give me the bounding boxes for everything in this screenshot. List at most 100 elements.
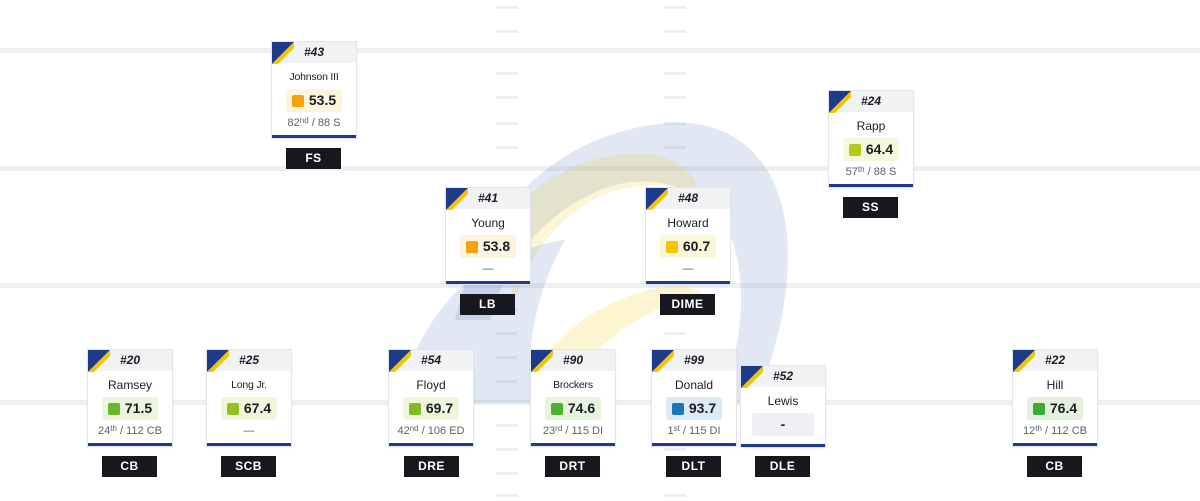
grade-swatch-icon <box>550 402 563 415</box>
hash-mark <box>664 448 686 451</box>
position-label: DLE <box>755 456 810 477</box>
grade-value: 53.8 <box>482 238 511 254</box>
grade-value: 60.7 <box>682 238 711 254</box>
jersey-number: #24 <box>860 94 882 108</box>
hash-mark <box>664 146 686 149</box>
position-rank: 12th / 112 CB <box>1023 424 1087 437</box>
player-card[interactable]: #90 Brockers 74.6 23rd / 115 DI <box>531 350 615 446</box>
jersey-number: #43 <box>303 45 325 59</box>
player-grade: 67.4 <box>220 397 278 420</box>
jersey-number: #20 <box>119 353 141 367</box>
position-label: CB <box>102 456 157 477</box>
position-rank: — <box>482 263 494 275</box>
team-corner-badge-icon <box>531 350 553 372</box>
player-name: Hill <box>1046 378 1064 392</box>
position-label: SCB <box>221 456 276 477</box>
grade-value: - <box>780 416 786 432</box>
jersey-number: #52 <box>772 369 794 383</box>
grade-value: 53.5 <box>308 92 337 108</box>
yard-line <box>0 48 1200 53</box>
jersey-number: #25 <box>238 353 260 367</box>
yard-line <box>0 166 1200 171</box>
hash-mark <box>496 472 518 475</box>
hash-mark <box>496 494 518 497</box>
hash-mark <box>496 380 518 383</box>
position-rank: — <box>243 425 255 437</box>
player-grade: 93.7 <box>665 397 723 420</box>
grade-swatch-icon <box>107 402 120 415</box>
grade-swatch-icon <box>671 402 684 415</box>
grade-swatch-icon <box>1032 402 1045 415</box>
position-label: LB <box>460 294 515 315</box>
team-corner-badge-icon <box>652 350 674 372</box>
position-rank: 42nd / 106 ED <box>397 424 465 437</box>
player-name: Howard <box>667 216 709 230</box>
hash-mark <box>496 356 518 359</box>
player-card[interactable]: #54 Floyd 69.7 42nd / 106 ED <box>389 350 473 446</box>
grade-swatch-icon <box>465 240 478 253</box>
player-grade: 53.8 <box>459 235 517 258</box>
grade-swatch-icon <box>665 240 678 253</box>
grade-value: 64.4 <box>865 141 894 157</box>
hash-mark <box>496 6 518 9</box>
yard-line <box>0 283 1200 288</box>
player-card[interactable]: #25 Long Jr. 67.4 — <box>207 350 291 446</box>
hash-mark <box>496 424 518 427</box>
grade-value: 71.5 <box>124 400 153 416</box>
grade-value: 74.6 <box>567 400 596 416</box>
player-card[interactable]: #22 Hill 76.4 12th / 112 CB <box>1013 350 1097 446</box>
jersey-number: #54 <box>420 353 442 367</box>
position-label: DRT <box>545 456 600 477</box>
player-card[interactable]: #20 Ramsey 71.5 24th / 112 CB <box>88 350 172 446</box>
grade-value: 76.4 <box>1049 400 1078 416</box>
position-label: CB <box>1027 456 1082 477</box>
player-name: Donald <box>674 378 714 392</box>
team-corner-badge-icon <box>207 350 229 372</box>
position-label: SS <box>843 197 898 218</box>
player-card[interactable]: #99 Donald 93.7 1st / 115 DI <box>652 350 736 446</box>
position-rank: 57th / 88 S <box>845 165 897 178</box>
grade-swatch-icon <box>848 143 861 156</box>
player-name: Ramsey <box>107 378 152 392</box>
player-name: Long Jr. <box>231 379 267 391</box>
hash-mark <box>664 6 686 9</box>
jersey-number: #41 <box>477 191 499 205</box>
team-corner-badge-icon <box>829 91 851 113</box>
player-card[interactable]: #52 Lewis - <box>741 366 825 447</box>
hash-mark <box>496 448 518 451</box>
team-corner-badge-icon <box>389 350 411 372</box>
player-name: Lewis <box>767 394 799 408</box>
hash-mark <box>664 30 686 33</box>
hash-mark <box>496 96 518 99</box>
position-label: FS <box>286 148 341 169</box>
team-corner-badge-icon <box>88 350 110 372</box>
team-corner-badge-icon <box>446 188 468 210</box>
position-rank: 82nd / 88 S <box>287 116 341 129</box>
position-rank: 23rd / 115 DI <box>542 424 604 437</box>
position-rank: 1st / 115 DI <box>667 424 721 437</box>
hash-mark <box>664 72 686 75</box>
hash-mark <box>664 332 686 335</box>
jersey-number: #99 <box>683 353 705 367</box>
player-card[interactable]: #41 Young 53.8 — <box>446 188 530 284</box>
player-card[interactable]: #43 Johnson III 53.5 82nd / 88 S <box>272 42 356 138</box>
player-name: Johnson III <box>289 71 339 83</box>
team-corner-badge-icon <box>741 366 763 388</box>
position-rank: 24th / 112 CB <box>98 424 162 437</box>
player-name: Floyd <box>416 378 446 392</box>
hash-mark <box>664 96 686 99</box>
position-rank: — <box>682 263 694 275</box>
position-label: DIME <box>660 294 715 315</box>
player-grade: 64.4 <box>842 138 900 161</box>
grade-swatch-icon <box>226 402 239 415</box>
jersey-number: #48 <box>677 191 699 205</box>
hash-mark <box>496 146 518 149</box>
jersey-number: #90 <box>562 353 584 367</box>
player-card[interactable]: #48 Howard 60.7 — <box>646 188 730 284</box>
position-label: DLT <box>666 456 721 477</box>
player-grade: 69.7 <box>402 397 460 420</box>
grade-swatch-icon <box>291 94 304 107</box>
team-corner-badge-icon <box>1013 350 1035 372</box>
grade-swatch-icon <box>408 402 421 415</box>
player-card[interactable]: #24 Rapp 64.4 57th / 88 S <box>829 91 913 187</box>
